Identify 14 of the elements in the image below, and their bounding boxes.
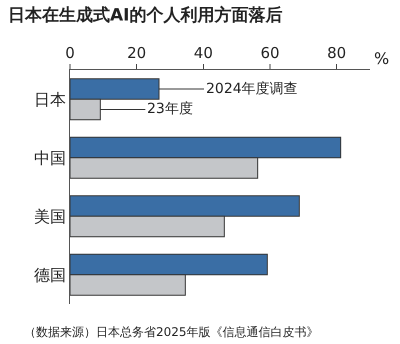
x-axis-title: % [374, 49, 390, 68]
legend-label: 2024年度调查 [206, 81, 298, 97]
y-tick-label: 中国 [34, 148, 66, 168]
text: （数据来源）日本总务省2025年版《信息通信白皮书》 [24, 325, 319, 339]
y-tick-label: 美国 [34, 206, 66, 226]
legend-label: 23年度 [147, 101, 193, 117]
chart-title: 日本在生成式AI的个人利用方面落后 [8, 6, 282, 26]
x-tick-label: 60 [260, 44, 280, 62]
x-tick-label: 80 [327, 44, 346, 62]
y-tick-label: 日本 [34, 90, 66, 109]
x-tick-label: 20 [127, 44, 146, 62]
y-tick-label: 德国 [34, 265, 66, 284]
x-tick-label: 0 [65, 44, 75, 62]
x-tick-label: 40 [194, 44, 213, 62]
